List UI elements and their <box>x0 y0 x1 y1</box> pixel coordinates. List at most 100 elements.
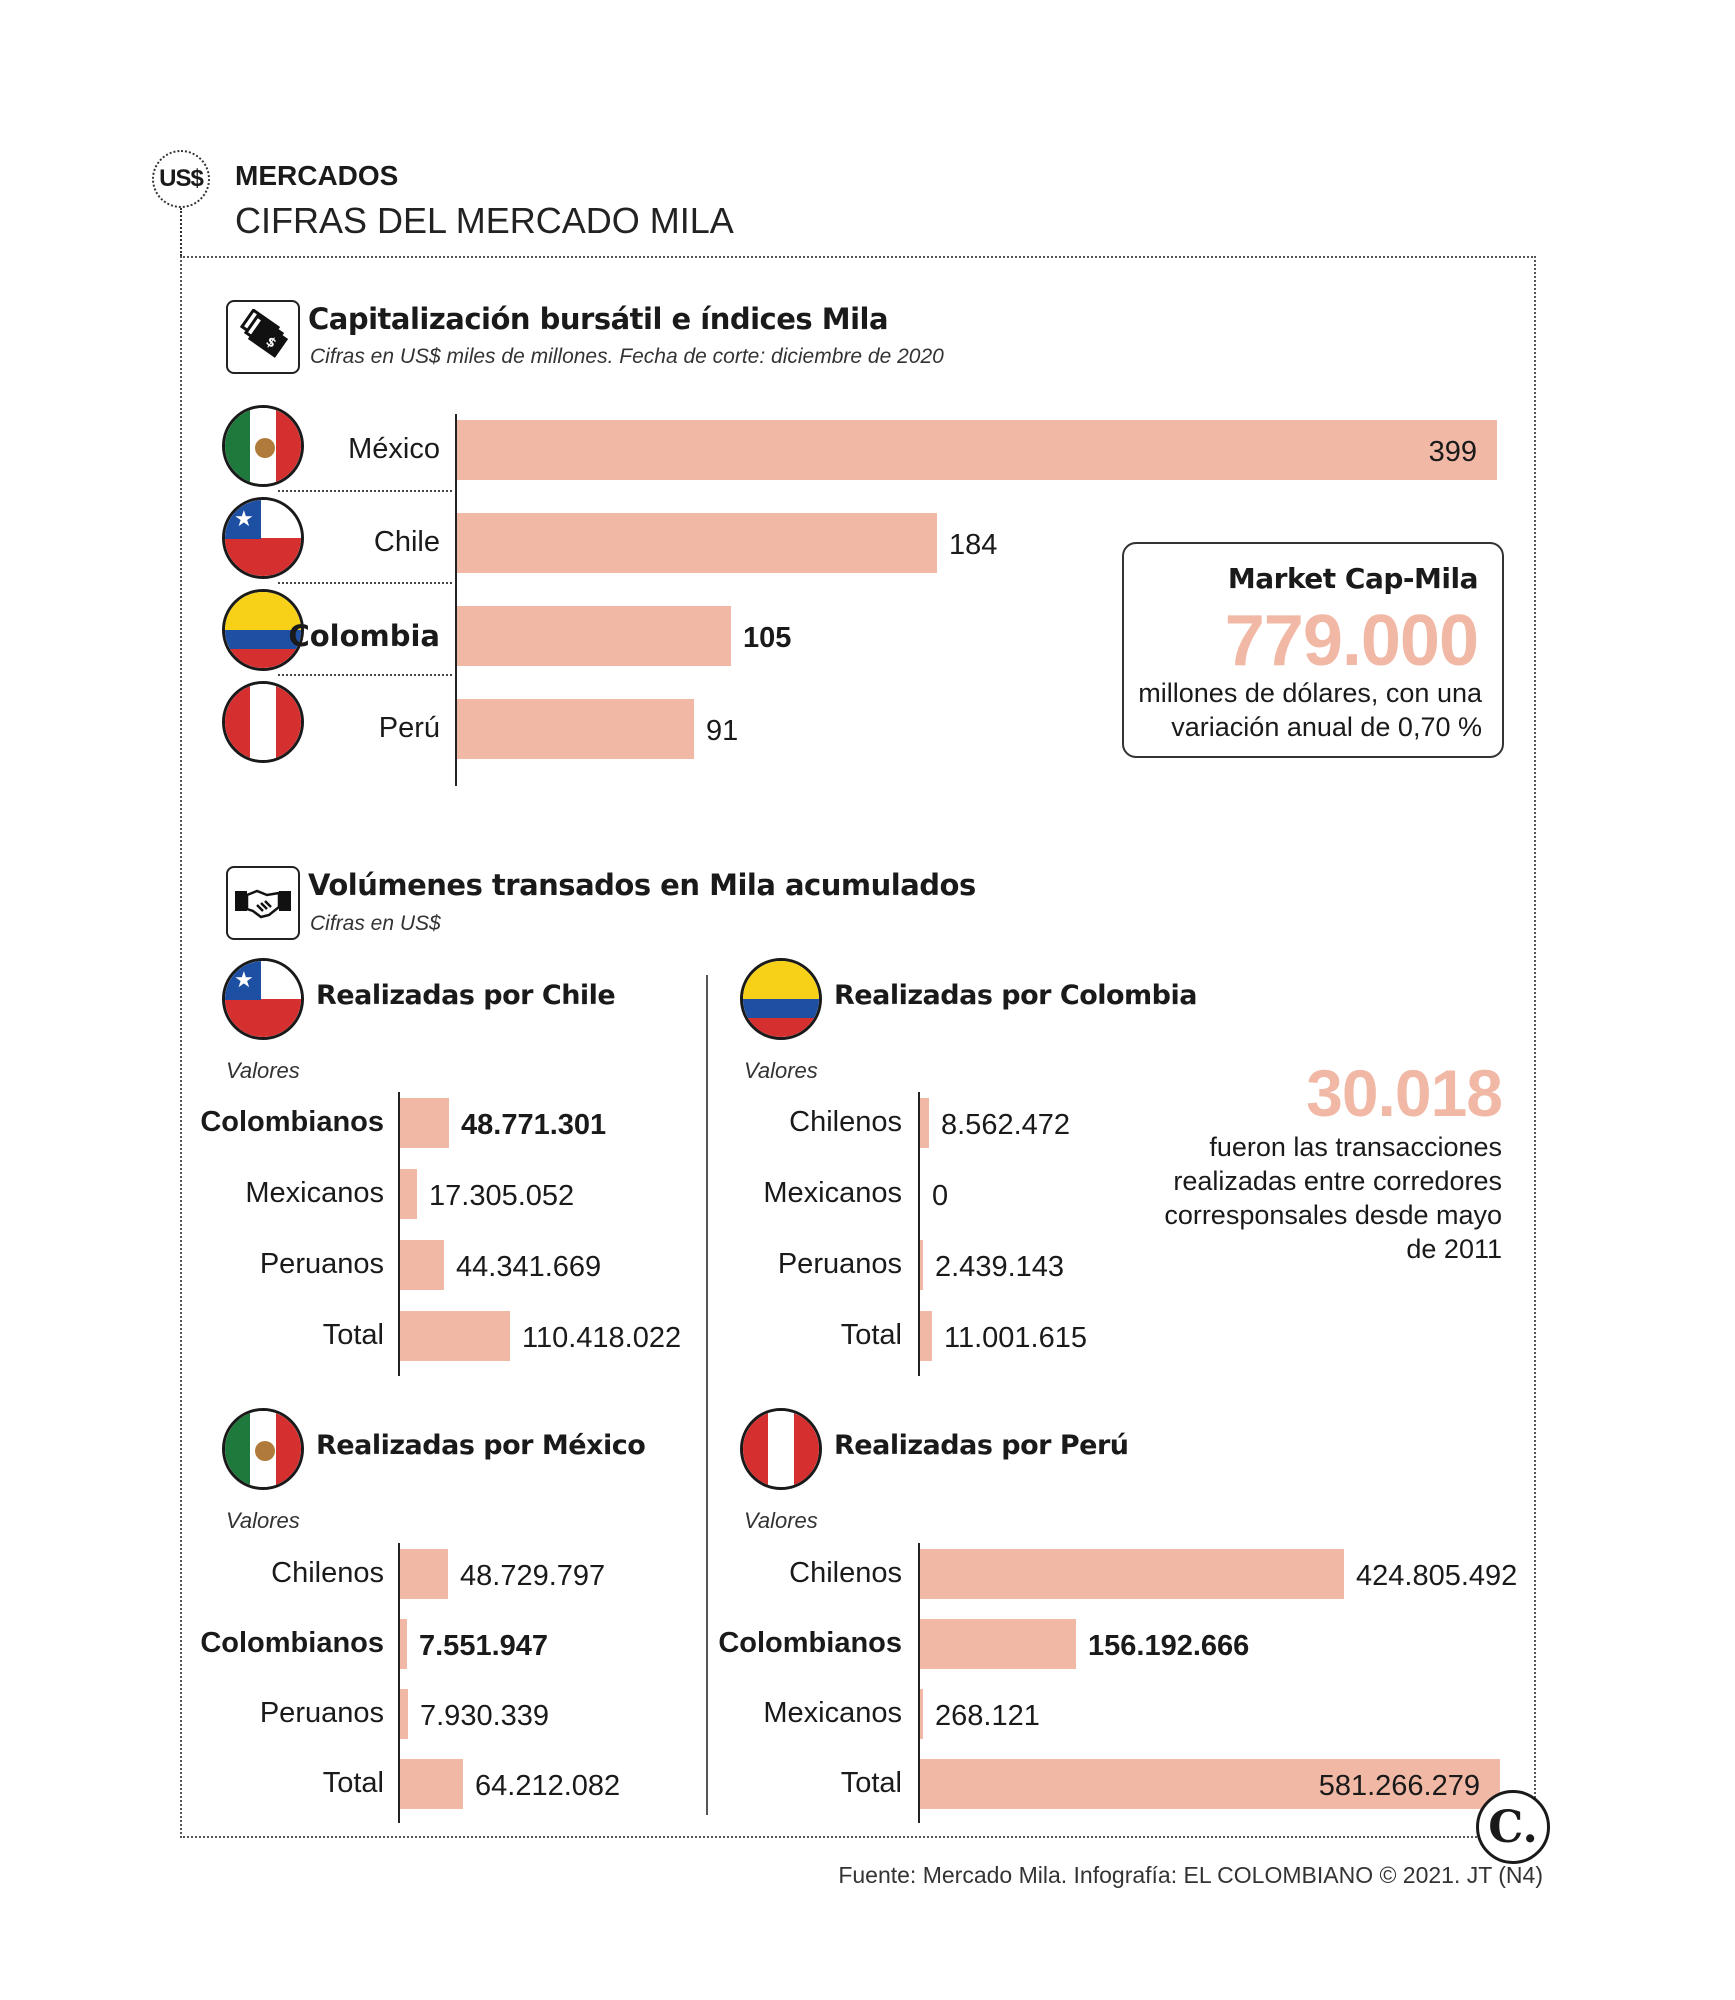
category-label: Chile <box>373 526 440 558</box>
category-label: México <box>348 433 440 465</box>
content-frame <box>180 256 1536 1838</box>
volumenes-title: Volúmenes transados en Mila acumulados <box>308 868 976 902</box>
bar <box>400 1311 510 1361</box>
bar <box>400 1098 449 1148</box>
source-credit: Fuente: Mercado Mila. Infografía: EL COL… <box>838 1862 1543 1888</box>
header-connector <box>180 208 182 256</box>
value-label: 2.439.143 <box>935 1251 1065 1283</box>
category-label: Chilenos <box>789 1557 902 1589</box>
bar <box>457 420 1497 480</box>
market-cap-value: 779.000 <box>1224 601 1479 681</box>
row-separator <box>278 490 452 492</box>
mexico-flag-icon <box>222 1408 304 1490</box>
colombia-flag-icon <box>740 958 822 1040</box>
chart-axis <box>398 1543 400 1823</box>
value-label: 64.212.082 <box>475 1770 621 1802</box>
transactions-text: fueron las transacciones realizadas entr… <box>1164 1132 1502 1264</box>
category-label: Total <box>840 1319 902 1351</box>
bar <box>400 1240 444 1290</box>
category-label: Colombia <box>288 619 440 653</box>
transactions-number: 30.018 <box>1306 1056 1503 1130</box>
value-label: 44.341.669 <box>456 1251 602 1283</box>
bar <box>920 1240 923 1290</box>
value-label: 7.551.947 <box>419 1630 549 1662</box>
value-label: 17.305.052 <box>429 1180 575 1212</box>
bar <box>920 1759 1500 1809</box>
panel-title-mexico: Realizadas por México <box>316 1430 646 1461</box>
value-label: 110.418.022 <box>522 1322 682 1354</box>
bar <box>457 606 731 666</box>
category-label: Perú <box>378 712 440 744</box>
el-colombiano-logo: C. <box>1476 1790 1550 1864</box>
volumenes-subtitle: Cifras en US$ <box>310 912 441 935</box>
category-label: Total <box>322 1319 384 1351</box>
row-separator <box>278 582 452 584</box>
category-label: Peruanos <box>777 1248 902 1280</box>
mexico-flag-icon <box>222 405 304 487</box>
category-label: Colombianos <box>200 1106 384 1138</box>
badge-text: US$ <box>159 165 204 192</box>
bar <box>920 1098 929 1148</box>
value-label: 8.562.472 <box>941 1109 1071 1141</box>
chart-axis <box>398 1092 400 1376</box>
page-title: CIFRAS DEL MERCADO MILA <box>235 200 734 241</box>
bar <box>400 1689 408 1739</box>
value-label: 184 <box>949 529 998 561</box>
category-label: Total <box>322 1767 384 1799</box>
category-label: Mexicanos <box>763 1697 902 1729</box>
bar <box>400 1759 463 1809</box>
panel-divider <box>706 975 708 1815</box>
money-icon: $ <box>226 300 300 374</box>
category-label: Mexicanos <box>763 1177 902 1209</box>
valores-label: Valores <box>226 1058 300 1083</box>
category-label: Colombianos <box>200 1627 384 1659</box>
chart-axis <box>918 1543 920 1823</box>
bar <box>457 699 694 759</box>
market-cap-text: millones de dólares, con una variación a… <box>1138 678 1482 742</box>
bar <box>457 513 937 573</box>
value-label: 7.930.339 <box>420 1700 550 1732</box>
value-label: 48.771.301 <box>461 1109 607 1141</box>
bar <box>400 1619 407 1669</box>
colombia-flag-icon <box>222 589 304 671</box>
chart-axis <box>455 414 457 786</box>
value-label: 268.121 <box>935 1700 1040 1732</box>
category-label: Peruanos <box>259 1697 384 1729</box>
category-label: Colombianos <box>718 1627 902 1659</box>
handshake-icon <box>226 866 300 940</box>
capitalizacion-title: Capitalización bursátil e índices Mila <box>308 302 889 336</box>
usd-badge-icon: US$ <box>152 150 210 208</box>
row-separator <box>278 674 452 676</box>
category-label: Chilenos <box>271 1557 384 1589</box>
valores-label: Valores <box>744 1058 818 1083</box>
panel-title-colombia: Realizadas por Colombia <box>834 980 1197 1011</box>
bar <box>400 1169 417 1219</box>
market-cap-box: Market Cap-Mila 779.000 millones de dóla… <box>1122 542 1504 758</box>
panel-title-peru: Realizadas por Perú <box>834 1430 1129 1461</box>
category-label: Total <box>840 1767 902 1799</box>
section-label: MERCADOS <box>235 160 399 191</box>
bar <box>920 1689 923 1739</box>
value-label: 91 <box>706 715 739 747</box>
category-label: Peruanos <box>259 1248 384 1280</box>
chile-flag-icon: ★ <box>222 958 304 1040</box>
market-cap-title: Market Cap-Mila <box>1227 562 1479 595</box>
value-label: 156.192.666 <box>1088 1630 1250 1662</box>
value-label: 48.729.797 <box>460 1560 606 1592</box>
value-label: 0 <box>932 1180 949 1212</box>
value-label: 399 <box>1428 436 1477 468</box>
valores-label: Valores <box>226 1508 300 1533</box>
capitalizacion-subtitle: Cifras en US$ miles de millones. Fecha d… <box>310 345 944 368</box>
bar <box>920 1311 932 1361</box>
panel-title-chile: Realizadas por Chile <box>316 980 616 1011</box>
category-label: Chilenos <box>789 1106 902 1138</box>
peru-flag-icon <box>222 681 304 763</box>
value-label: 11.001.615 <box>944 1322 1087 1354</box>
value-label: 105 <box>743 622 792 654</box>
chart-axis <box>918 1092 920 1376</box>
bar <box>400 1549 448 1599</box>
valores-label: Valores <box>744 1508 818 1533</box>
bar <box>920 1619 1076 1669</box>
bar <box>920 1549 1344 1599</box>
value-label: 581.266.279 <box>1318 1770 1480 1802</box>
